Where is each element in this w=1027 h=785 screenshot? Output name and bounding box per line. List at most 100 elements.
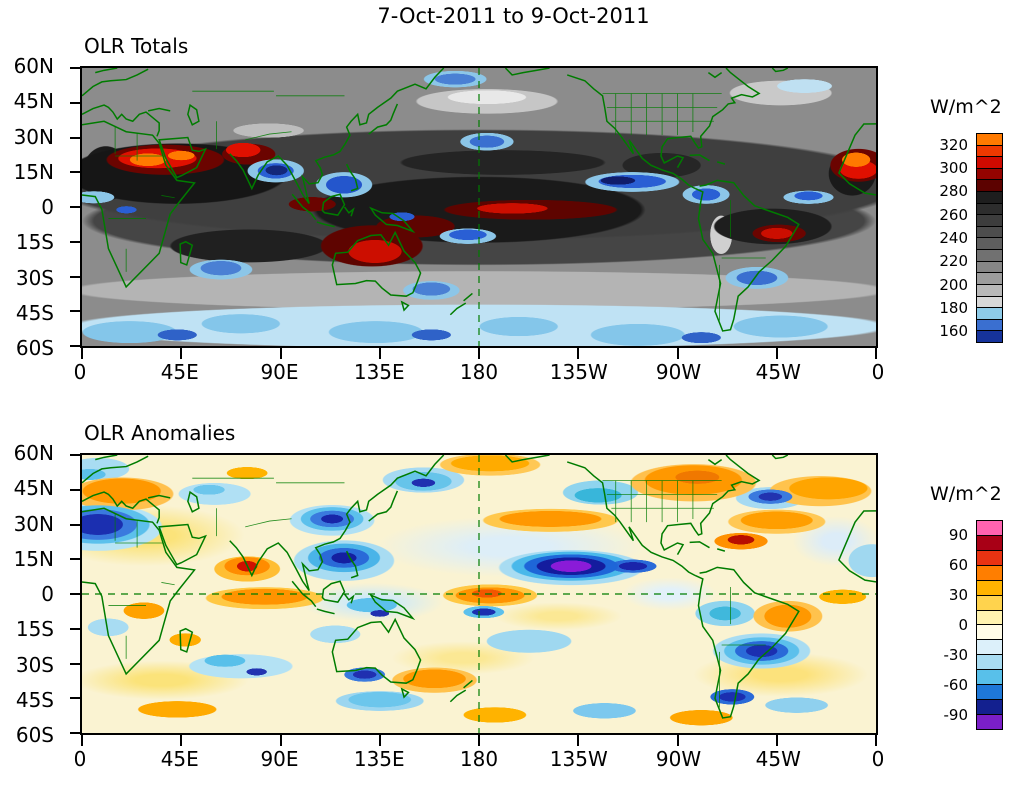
colorbar-segment	[977, 134, 1002, 145]
colorbar-strip	[976, 520, 1003, 730]
x-axis-tick-mark	[478, 348, 480, 359]
colorbar-segment	[977, 624, 1002, 640]
colorbar-segment	[977, 237, 1002, 250]
colorbar-segment	[977, 609, 1002, 625]
colorbar-segment	[977, 684, 1002, 700]
x-axis-tick-label: 180	[459, 747, 499, 771]
x-axis-tick-label: 0	[871, 360, 885, 384]
colorbar-segment	[977, 564, 1002, 580]
colorbar-tick-label: 240	[939, 229, 968, 247]
x-axis-tick-mark	[676, 735, 679, 746]
olr-totals-heatmap	[82, 68, 876, 346]
colorbar-anomalies: W/m^2 90 60 30 0 -30 -60 -90	[928, 483, 1027, 747]
x-axis-tick-label: 135E	[353, 360, 405, 384]
y-axis-tick-label: 60S	[15, 336, 54, 360]
y-axis-tick-label: 30N	[13, 511, 54, 536]
x-axis-tick-label: 90W	[655, 747, 702, 771]
colorbar-tick-label: 0	[958, 616, 968, 634]
y-axis-tick-mark	[70, 171, 80, 174]
x-axis-tick-label: 0	[73, 360, 87, 384]
colorbar-segment	[977, 713, 1002, 729]
colorbar-segment	[977, 179, 1002, 192]
colorbar-segment	[977, 191, 1002, 203]
y-axis-tick-mark	[70, 136, 80, 139]
y-axis-tick-mark	[70, 732, 80, 734]
map-frame-totals	[70, 66, 878, 359]
y-axis-tick-label: 45S	[15, 300, 54, 325]
x-axis-tick-label: 45W	[755, 747, 801, 771]
colorbar-segment	[977, 594, 1002, 610]
colorbar-segment	[977, 654, 1002, 670]
x-axis-tick-label: 45W	[755, 360, 801, 384]
colorbar-segment	[977, 579, 1002, 595]
colorbar-tick-label: 320	[939, 135, 968, 154]
colorbar-tick-labels: 90 60 30 0 -30 -60 -90	[928, 520, 970, 730]
y-axis-anomalies: 60N 45N 30N 15N 0 15S 30S 45S 60S	[0, 442, 58, 746]
x-axis-tick-label: 135W	[549, 747, 608, 771]
colorbar-units-label: W/m^2	[930, 483, 1002, 505]
y-axis-tick-label: 0	[41, 582, 54, 606]
x-axis-tick-mark	[478, 735, 480, 746]
x-axis-tick-mark	[378, 348, 381, 359]
colorbar-tick-label: 60	[948, 556, 968, 574]
y-axis-tick-mark	[70, 593, 80, 595]
x-axis-tick-mark	[279, 735, 282, 746]
x-axis-tick-label: 135W	[549, 360, 608, 384]
x-axis-tick-label: 45E	[160, 747, 199, 771]
colorbar-tick-label: 260	[939, 205, 968, 224]
y-axis-tick-label: 45N	[13, 89, 54, 114]
map-frame-anomalies	[70, 453, 878, 746]
colorbar-segment	[977, 295, 1002, 308]
y-axis-tick-label: 15N	[13, 546, 54, 571]
y-axis-tick-mark	[70, 523, 80, 526]
colorbar-segment	[977, 156, 1002, 168]
y-axis-totals: 60N 45N 30N 15N 0 15S 30S 45S 60S	[0, 55, 58, 359]
colorbar-tick-label: 220	[939, 252, 968, 271]
x-axis-tick-label: 90W	[655, 360, 702, 384]
colorbar-segment	[977, 521, 1002, 535]
colorbar-segment	[977, 225, 1002, 238]
x-axis-tick-label: 180	[459, 360, 499, 384]
x-axis-tick-mark	[81, 735, 83, 746]
colorbar-segment	[977, 272, 1002, 284]
page-title: 7-Oct-2011 to 9-Oct-2011	[377, 4, 650, 28]
colorbar-tick-label: 180	[939, 298, 968, 317]
colorbar-segment	[977, 260, 1002, 273]
y-axis-tick-mark	[70, 101, 80, 104]
y-axis-tick-mark	[70, 240, 80, 243]
colorbar-segment	[977, 549, 1002, 565]
x-axis-totals: 0 45E 90E 135E 180 135W 90W 45W 0	[74, 360, 885, 388]
colorbar-segment	[977, 318, 1002, 331]
coastlines-overlay	[82, 68, 876, 346]
colorbar-tick-label: 200	[939, 275, 968, 294]
x-axis-tick-mark	[775, 348, 778, 359]
x-axis-tick-mark	[81, 348, 83, 359]
y-axis-tick-label: 45S	[15, 687, 54, 712]
x-axis-tick-label: 135E	[353, 747, 405, 771]
y-axis-tick-mark	[70, 310, 80, 313]
colorbar-strip	[976, 133, 1003, 343]
colorbar-segment	[977, 144, 1002, 157]
y-axis-tick-label: 45N	[13, 476, 54, 501]
y-axis-tick-label: 60N	[13, 441, 54, 465]
colorbar-tick-label: -30	[943, 646, 969, 664]
x-axis-tick-label: 90E	[260, 747, 299, 771]
colorbar-segment	[977, 283, 1002, 296]
colorbar-tick-label: 160	[939, 322, 968, 341]
x-axis-tick-mark	[875, 735, 877, 746]
y-axis-tick-label: 15N	[13, 159, 54, 184]
x-axis-tick-mark	[180, 348, 183, 359]
colorbar-tick-label: 280	[939, 182, 968, 201]
y-axis-tick-mark	[70, 454, 80, 456]
y-axis-tick-label: 30S	[15, 652, 54, 677]
x-axis-tick-mark	[180, 735, 183, 746]
y-axis-tick-label: 0	[41, 195, 54, 219]
y-axis-tick-mark	[70, 627, 80, 630]
colorbar-segment	[977, 249, 1002, 261]
colorbar-segment	[977, 330, 1002, 342]
x-axis-tick-mark	[378, 735, 381, 746]
y-axis-tick-mark	[70, 662, 80, 665]
colorbar-tick-label: 30	[948, 585, 968, 604]
x-axis-tick-mark	[775, 735, 778, 746]
x-axis-tick-label: 90E	[260, 360, 299, 384]
